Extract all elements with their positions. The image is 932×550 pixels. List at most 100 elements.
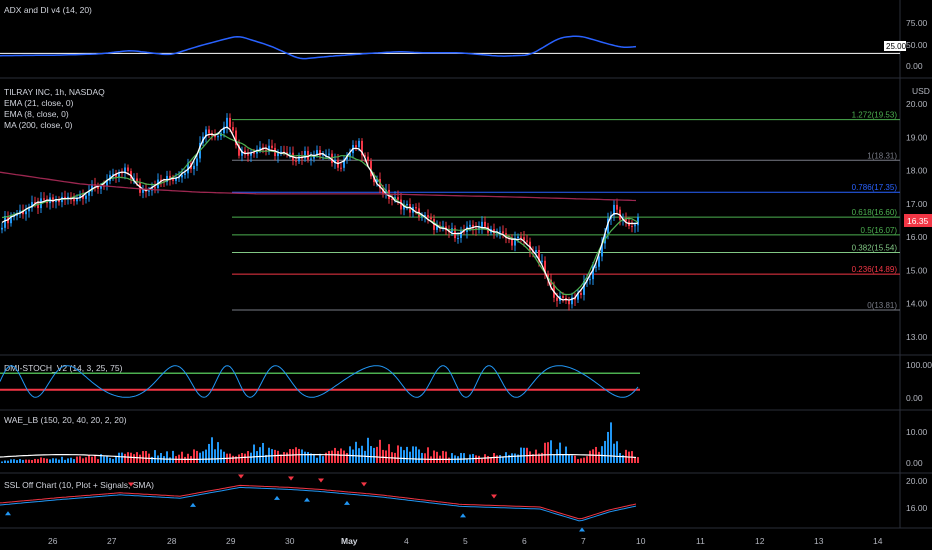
time-tick: 13 <box>814 536 824 546</box>
candle-body <box>529 241 531 251</box>
candle-body <box>562 296 564 299</box>
wae-bar <box>166 451 168 463</box>
price-tick: 17.00 <box>906 199 928 209</box>
candle-body <box>391 198 393 200</box>
wae-bar <box>292 449 294 463</box>
wae-bar <box>499 455 501 463</box>
legend-ema21: EMA (21, close, 0) <box>4 98 74 108</box>
candle-body <box>484 221 486 227</box>
wae-bar <box>361 445 363 463</box>
wae-bar <box>556 449 558 463</box>
wae-bar <box>88 454 90 463</box>
adx-line <box>0 35 637 60</box>
candle-body <box>616 204 618 210</box>
wae-bar <box>31 460 33 463</box>
wae-bar <box>40 457 42 463</box>
price-tick: 13.00 <box>906 332 928 342</box>
candle-body <box>328 153 330 155</box>
wae-bar <box>496 455 498 463</box>
candle-body <box>235 130 237 146</box>
wae-bar <box>214 449 216 463</box>
fib-label: 0.382(15.54) <box>852 243 898 252</box>
wae-bar <box>373 447 375 463</box>
time-tick: 4 <box>404 536 409 546</box>
wae-bar <box>346 453 348 463</box>
candle-body <box>568 300 570 305</box>
wae-bar <box>445 451 447 463</box>
wae-bar <box>547 442 549 463</box>
wae-bar <box>601 446 603 463</box>
wae-bar <box>277 450 279 463</box>
price-pane-title: TILRAY INC, 1h, NASDAQ <box>4 87 105 97</box>
wae-bar <box>586 456 588 463</box>
candle-body <box>166 175 168 182</box>
fib-label: 0.618(16.60) <box>852 208 898 217</box>
wae-bar <box>85 457 87 463</box>
candle-body <box>469 224 471 227</box>
candle-body <box>67 196 69 199</box>
candle-body <box>598 256 600 267</box>
candle-body <box>1 227 3 230</box>
wae-bar <box>412 446 414 463</box>
ssl-tick-20: 20.00 <box>906 476 928 486</box>
candle-body <box>427 215 429 218</box>
wae-bar <box>460 452 462 463</box>
wae-bar <box>10 459 12 463</box>
wae-bar <box>244 453 246 463</box>
candle-body <box>112 173 114 175</box>
candle-body <box>217 136 219 138</box>
candle-body <box>334 159 336 164</box>
wae-bar <box>589 450 591 463</box>
dmi-pane-title: DMI-STOCH_V2 (14, 3, 25, 75) <box>4 363 123 373</box>
candle-body <box>280 151 282 153</box>
wae-bar <box>259 447 261 463</box>
price-tick: 15.00 <box>906 265 928 275</box>
candle-body <box>355 145 357 148</box>
wae-bar <box>286 452 288 463</box>
wae-deadzone-line <box>0 454 637 460</box>
wae-bar <box>19 459 21 463</box>
time-tick: 11 <box>696 536 705 546</box>
candle-body <box>268 145 270 150</box>
candle-body <box>154 187 156 189</box>
wae-bar <box>250 452 252 463</box>
wae-bar <box>328 451 330 463</box>
ssl-buy-signal <box>579 527 585 532</box>
wae-bar <box>385 450 387 463</box>
dmi-stoch-line <box>0 365 639 398</box>
candle-body <box>520 236 522 238</box>
candle-body <box>541 260 543 262</box>
candle-body <box>160 179 162 182</box>
wae-bar <box>301 449 303 463</box>
wae-bar <box>622 455 624 463</box>
wae-bar <box>49 459 51 463</box>
wae-bar <box>379 439 381 463</box>
wae-bar <box>235 456 237 463</box>
candle-body <box>205 129 207 137</box>
wae-bar <box>220 449 222 463</box>
candle-body <box>238 145 240 156</box>
candle-body <box>208 129 210 134</box>
ssl-tick-16: 16.00 <box>906 503 928 513</box>
wae-bar <box>574 455 576 463</box>
ssl-up-line <box>0 486 637 522</box>
candle-body <box>118 172 120 178</box>
wae-bar <box>289 449 291 463</box>
candle-body <box>121 172 123 174</box>
wae-bar <box>55 458 57 463</box>
wae-bar <box>151 456 153 463</box>
candle-body <box>37 202 39 209</box>
wae-bar <box>325 452 327 463</box>
wae-bar <box>451 453 453 463</box>
wae-bar <box>121 452 123 463</box>
wae-bar <box>46 458 48 463</box>
fib-label: 0.786(17.35) <box>852 183 898 192</box>
candle-body <box>106 180 108 187</box>
wae-bar <box>208 443 210 463</box>
candle-body <box>127 167 129 172</box>
wae-bar <box>520 447 522 463</box>
candle-body <box>175 178 177 181</box>
candle-body <box>148 190 150 192</box>
wae-bar <box>109 457 111 463</box>
